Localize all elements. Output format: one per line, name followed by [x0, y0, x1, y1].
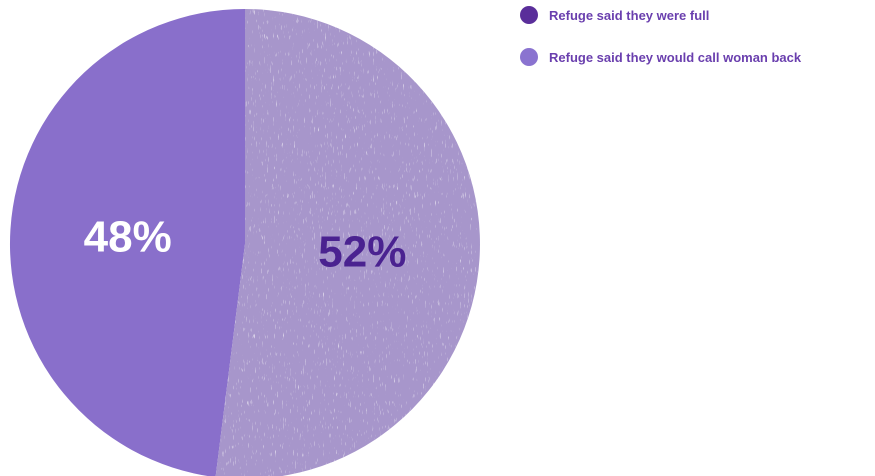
pie-slice-full — [9, 9, 245, 476]
legend-item-full: Refuge said they were full — [520, 6, 801, 24]
legend-item-call-back: Refuge said they would call woman back — [520, 48, 801, 66]
pie-value-labels: 48% 52% — [84, 213, 407, 277]
pie-slice-texture-call-back — [215, 9, 480, 476]
pie-value-label-full: 48% — [84, 213, 172, 262]
chart-legend: Refuge said they were full Refuge said t… — [520, 6, 801, 90]
pie-slices — [9, 9, 480, 476]
legend-swatch-call-back — [520, 48, 538, 66]
pie-value-label-call-back: 52% — [318, 227, 406, 276]
legend-swatch-full — [520, 6, 538, 24]
legend-label-call-back: Refuge said they would call woman back — [549, 49, 802, 65]
legend-label-full: Refuge said they were full — [549, 7, 710, 23]
